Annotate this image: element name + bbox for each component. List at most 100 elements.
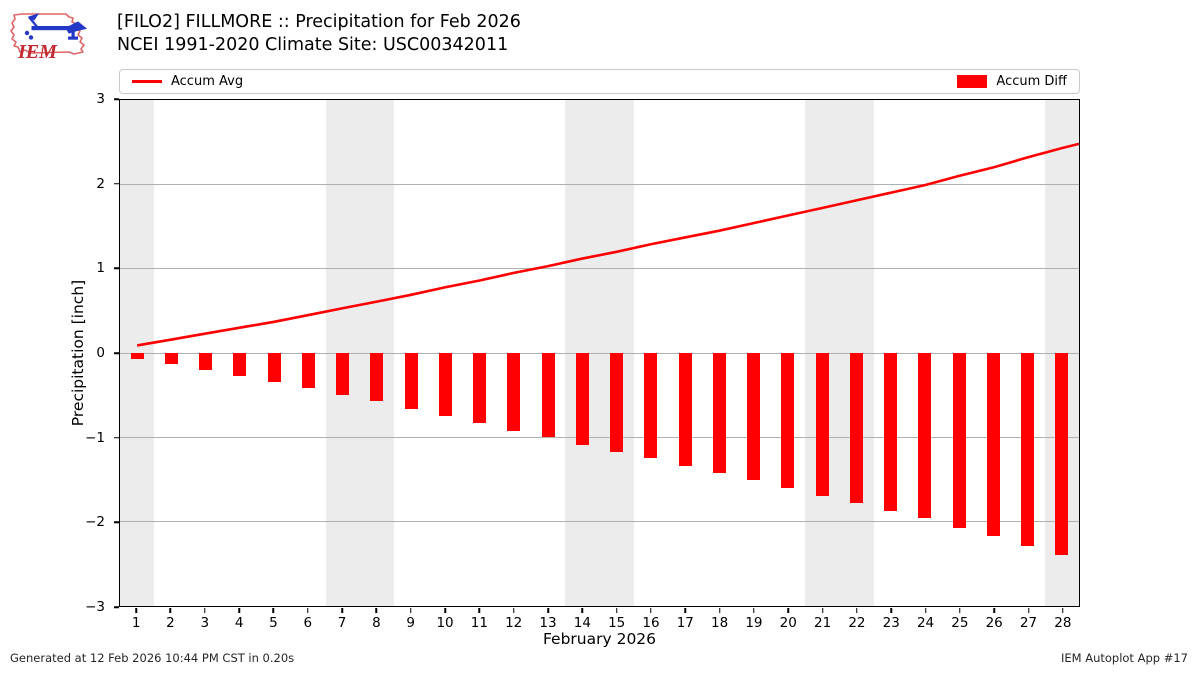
accum-avg-line xyxy=(136,142,1079,347)
accum-diff-bar xyxy=(130,353,144,359)
x-tick-mark xyxy=(753,608,755,613)
x-tick-mark xyxy=(1027,608,1030,613)
x-axis: 1 2 3 4 5 6 7 8 9 10 11 12 13 14 15 16 17 18 19 20 21 22 23 24 2… xyxy=(119,608,1080,634)
x-tick-label: 18 xyxy=(711,615,729,631)
x-tick-label: 26 xyxy=(985,615,1003,631)
x-tick-mark xyxy=(307,608,309,613)
gridline xyxy=(120,268,1079,270)
y-tick-mark xyxy=(114,267,119,270)
gridline xyxy=(120,521,1079,523)
x-tick-mark xyxy=(375,608,378,613)
x-tick-label: 27 xyxy=(1019,615,1038,631)
x-tick-label: 7 xyxy=(337,615,347,631)
x-tick-mark xyxy=(444,608,446,613)
x-tick-mark xyxy=(547,608,549,613)
x-tick-mark xyxy=(787,608,790,613)
iem-logo-text: IEM xyxy=(17,41,58,63)
accum-diff-bar xyxy=(678,353,692,466)
y-tick-mark xyxy=(114,352,119,354)
y-tick-mark xyxy=(114,521,119,524)
x-tick-label: 2 xyxy=(166,615,175,631)
x-tick-mark xyxy=(924,608,927,613)
x-tick-label: 9 xyxy=(406,615,416,631)
accum-diff-bar xyxy=(164,353,178,364)
x-tick-mark xyxy=(650,608,652,613)
x-tick-mark xyxy=(615,608,618,613)
x-tick-mark xyxy=(821,608,824,613)
accum-diff-bar xyxy=(575,353,589,445)
x-tick-label: 14 xyxy=(573,615,591,631)
y-tick-label: 0 xyxy=(96,345,105,361)
accum-diff-bar xyxy=(747,353,761,480)
accum-diff-bar xyxy=(1021,353,1035,547)
accum-avg-line-layer xyxy=(136,142,1079,347)
x-tick-mark xyxy=(959,608,961,613)
x-tick-label: 1 xyxy=(131,615,141,631)
y-tick-mark xyxy=(114,436,119,439)
x-tick-label: 11 xyxy=(470,615,488,631)
accum-diff-bar xyxy=(952,353,966,528)
accum-diff-bar xyxy=(507,353,521,431)
x-tick-mark xyxy=(341,608,343,613)
x-tick-label: 19 xyxy=(745,615,763,631)
x-tick-label: 17 xyxy=(676,615,694,631)
accum-diff-bar xyxy=(370,353,384,402)
legend-item-accum-diff: Accum Diff xyxy=(957,74,1067,89)
accum-diff-bar xyxy=(301,353,315,389)
x-axis-label: February 2026 xyxy=(542,630,657,648)
accum-diff-bar xyxy=(473,353,487,423)
y-tick-label: −1 xyxy=(85,429,105,446)
x-tick-mark xyxy=(204,608,206,613)
gridline xyxy=(120,436,1079,438)
x-tick-mark xyxy=(993,608,995,613)
y-tick-label: 3 xyxy=(96,91,105,107)
accum-diff-bar xyxy=(815,353,829,496)
gridline xyxy=(120,183,1079,185)
x-tick-label: 20 xyxy=(779,615,797,631)
app-credit: IEM Autoplot App #17 xyxy=(1060,651,1188,665)
legend: Accum Avg Accum Diff xyxy=(119,69,1080,94)
accum-diff-bar xyxy=(986,353,1000,536)
accum-diff-bar-swatch-icon xyxy=(957,75,988,88)
x-tick-mark xyxy=(890,608,892,613)
y-tick-label: 1 xyxy=(96,260,105,277)
x-tick-label: 28 xyxy=(1054,615,1072,631)
x-tick-mark xyxy=(856,608,858,613)
weather-vane-icon xyxy=(24,13,88,40)
accum-diff-bar xyxy=(918,353,932,519)
x-tick-mark xyxy=(512,608,515,613)
accum-diff-bar xyxy=(644,353,658,459)
x-tick-label: 23 xyxy=(882,615,900,631)
x-tick-label: 22 xyxy=(848,615,866,631)
generated-timestamp: Generated at 12 Feb 2026 10:44 PM CST in… xyxy=(10,651,295,665)
accum-diff-bar xyxy=(781,353,795,488)
x-tick-mark xyxy=(238,608,240,613)
accum-diff-bar xyxy=(233,353,247,376)
x-tick-label: 10 xyxy=(436,615,454,631)
accum-diff-bar xyxy=(199,353,213,370)
accum-diff-bar xyxy=(336,353,350,396)
x-tick-label: 6 xyxy=(303,615,313,631)
accum-diff-bar xyxy=(438,353,452,417)
legend-label-accum-diff: Accum Diff xyxy=(996,74,1067,89)
accum-diff-bar xyxy=(1055,353,1069,556)
x-tick-label: 16 xyxy=(642,615,660,631)
chart-title: [FILO2] FILLMORE :: Precipitation for Fe… xyxy=(117,11,521,56)
y-tick-mark xyxy=(114,606,119,608)
x-tick-mark xyxy=(581,608,584,613)
chart-title-line2: NCEI 1991-2020 Climate Site: USC00342011 xyxy=(117,34,509,55)
x-tick-label: 15 xyxy=(608,615,626,631)
x-tick-mark xyxy=(409,608,412,613)
x-tick-mark xyxy=(169,608,172,613)
y-tick-mark xyxy=(114,98,119,100)
accum-diff-bar xyxy=(404,353,418,409)
plot-area xyxy=(119,99,1080,607)
iowa-state-outline-icon xyxy=(10,13,85,55)
x-tick-mark xyxy=(718,608,721,613)
y-tick-label: −3 xyxy=(85,599,105,615)
accum-avg-line-swatch-icon xyxy=(132,80,162,83)
y-tick-label: 2 xyxy=(96,175,105,192)
x-tick-label: 13 xyxy=(539,615,557,631)
x-tick-label: 21 xyxy=(813,615,832,631)
